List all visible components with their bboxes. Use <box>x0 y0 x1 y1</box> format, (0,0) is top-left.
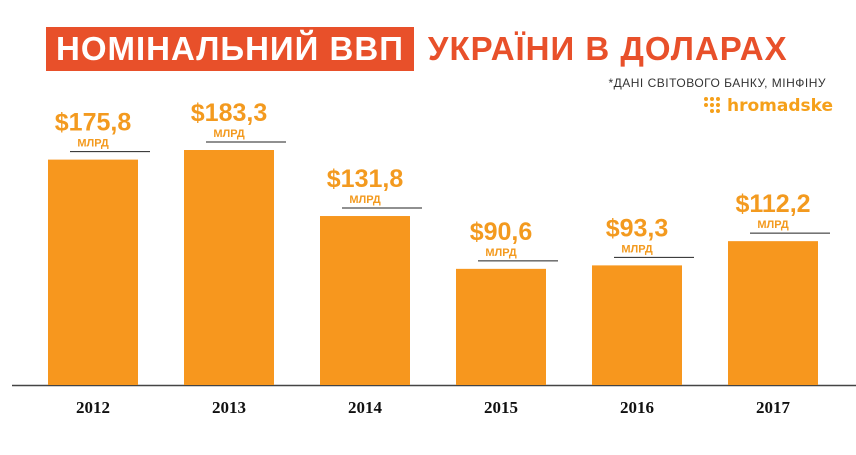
title-rest: УКРАЇНИ В ДОЛАРАХ <box>427 30 788 67</box>
value-label-2012: $175,8 <box>55 109 132 137</box>
unit-label-2012: МЛРД <box>77 138 109 150</box>
unit-label-2017: МЛРД <box>757 219 789 231</box>
year-label-2015: 2015 <box>484 398 518 417</box>
hromadske-logo: hromadske <box>703 96 833 116</box>
bar-2012 <box>48 159 138 385</box>
source-note: *ДАНІ СВІТОВОГО БАНКУ, МІНФІНУ <box>608 76 826 90</box>
chart-title: НОМІНАЛЬНИЙ ВВП УКРАЇНИ В ДОЛАРАХ <box>46 27 788 71</box>
value-label-2013: $183,3 <box>191 99 267 127</box>
year-label-2014: 2014 <box>348 398 383 417</box>
unit-label-2014: МЛРД <box>349 194 381 206</box>
bar-2013 <box>184 150 274 385</box>
value-label-2014: $131,8 <box>327 165 404 193</box>
value-label-2017: $112,2 <box>735 190 810 218</box>
bar-2014 <box>320 216 410 385</box>
value-label-2016: $93,3 <box>606 214 669 242</box>
year-label-2016: 2016 <box>620 398 654 417</box>
unit-label-2016: МЛРД <box>621 243 653 255</box>
value-label-2015: $90,6 <box>470 218 533 246</box>
year-label-2012: 2012 <box>76 398 110 417</box>
logo-text: hromadske <box>727 96 834 116</box>
bar-2015 <box>456 268 546 385</box>
dots-grid-icon <box>704 97 720 113</box>
bar-2016 <box>592 265 682 385</box>
title-highlight: НОМІНАЛЬНИЙ ВВП <box>46 27 414 71</box>
unit-label-2013: МЛРД <box>213 128 245 140</box>
unit-label-2015: МЛРД <box>485 247 517 259</box>
year-label-2017: 2017 <box>756 398 791 417</box>
bar-2017 <box>728 241 818 385</box>
year-label-2013: 2013 <box>212 398 246 417</box>
